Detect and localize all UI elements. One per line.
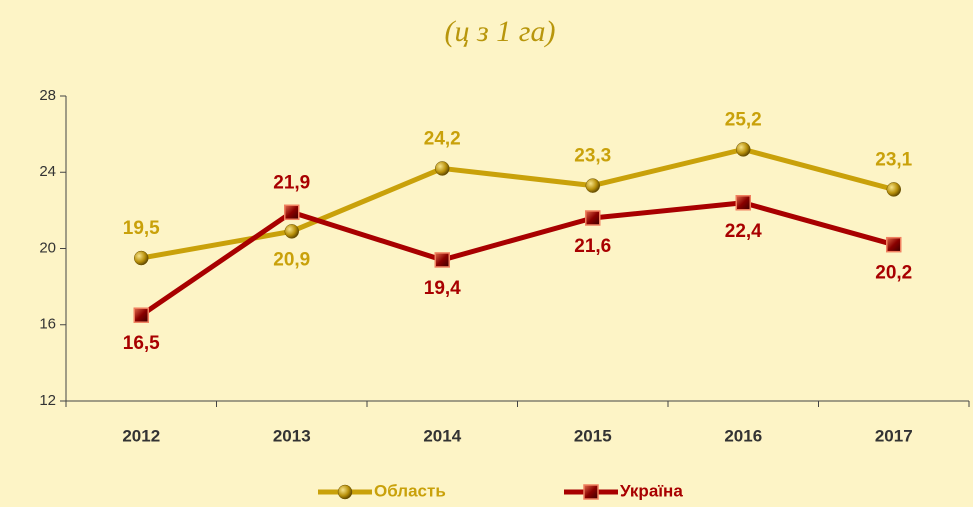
- data-label: 23,1: [875, 149, 912, 170]
- data-label: 21,6: [574, 236, 611, 257]
- y-tick-label: 24: [39, 163, 56, 180]
- y-tick-label: 20: [39, 239, 56, 256]
- point: [434, 252, 450, 268]
- point: [284, 204, 300, 221]
- x-tick-label: 2015: [574, 426, 612, 445]
- data-label: 20,2: [875, 263, 912, 284]
- legend-label: Україна: [620, 481, 683, 500]
- legend-label: Область: [374, 481, 446, 500]
- point: [133, 307, 149, 323]
- data-label: 16,5: [123, 333, 160, 354]
- data-label: 19,4: [424, 278, 461, 299]
- y-tick-label: 28: [39, 87, 56, 104]
- x-tick-label: 2017: [875, 426, 913, 445]
- point: [886, 236, 902, 253]
- data-label: 19,5: [123, 218, 160, 239]
- legend-item: Область: [318, 481, 446, 500]
- point: [886, 182, 901, 197]
- point: [585, 210, 601, 226]
- legend-item: Україна: [564, 481, 683, 500]
- x-tick-label: 2012: [122, 426, 160, 445]
- point: [337, 484, 353, 500]
- point: [735, 195, 751, 211]
- point: [435, 161, 450, 176]
- data-label: 22,4: [725, 221, 762, 242]
- point: [585, 178, 600, 193]
- data-label: 23,3: [574, 146, 611, 167]
- point: [134, 250, 149, 266]
- y-tick-label: 16: [39, 316, 56, 333]
- y-tick-label: 12: [39, 392, 56, 409]
- point: [284, 224, 299, 239]
- data-label: 21,9: [273, 172, 310, 193]
- data-label: 25,2: [725, 109, 762, 130]
- x-tick-label: 2016: [724, 426, 762, 445]
- x-tick-label: 2013: [273, 426, 311, 445]
- data-label: 24,2: [424, 128, 461, 149]
- series-line: [139, 200, 895, 318]
- data-label: 20,9: [273, 249, 310, 270]
- chart-title: (ц з 1 га): [445, 15, 556, 48]
- series-line: [140, 146, 895, 261]
- point: [583, 484, 599, 500]
- point: [736, 142, 751, 157]
- x-tick-label: 2014: [423, 426, 461, 445]
